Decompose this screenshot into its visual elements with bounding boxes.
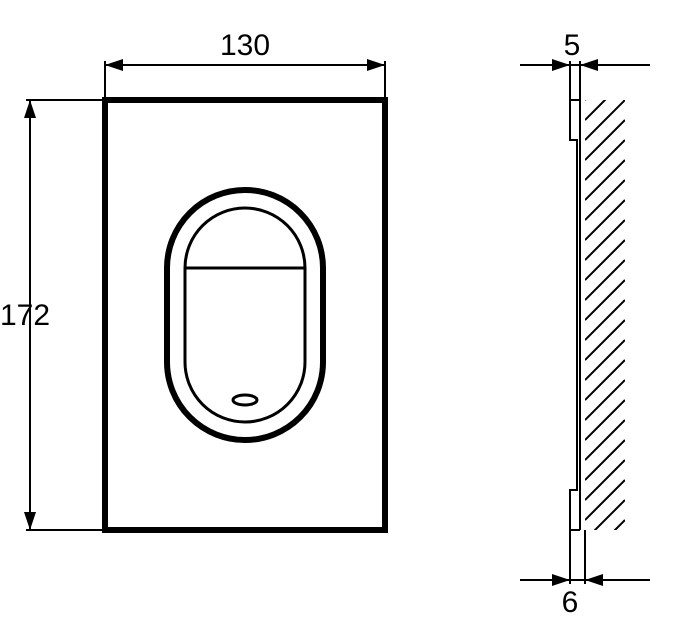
side-view bbox=[570, 20, 625, 560]
button-oval-inner bbox=[185, 208, 305, 422]
dim-top-thickness-label: 5 bbox=[564, 29, 581, 62]
side-plate-profile bbox=[570, 100, 580, 530]
dim-bottom-thickness-label: 6 bbox=[562, 586, 579, 619]
indicator-mark bbox=[233, 395, 257, 405]
technical-drawing: 130 172 5 6 bbox=[0, 0, 700, 637]
plate-outline bbox=[105, 100, 385, 530]
wall-hatch bbox=[585, 20, 625, 560]
button-oval-outer bbox=[167, 190, 323, 440]
dim-width-label: 130 bbox=[220, 29, 270, 62]
front-view bbox=[105, 100, 385, 530]
dim-height-label: 172 bbox=[0, 299, 50, 332]
